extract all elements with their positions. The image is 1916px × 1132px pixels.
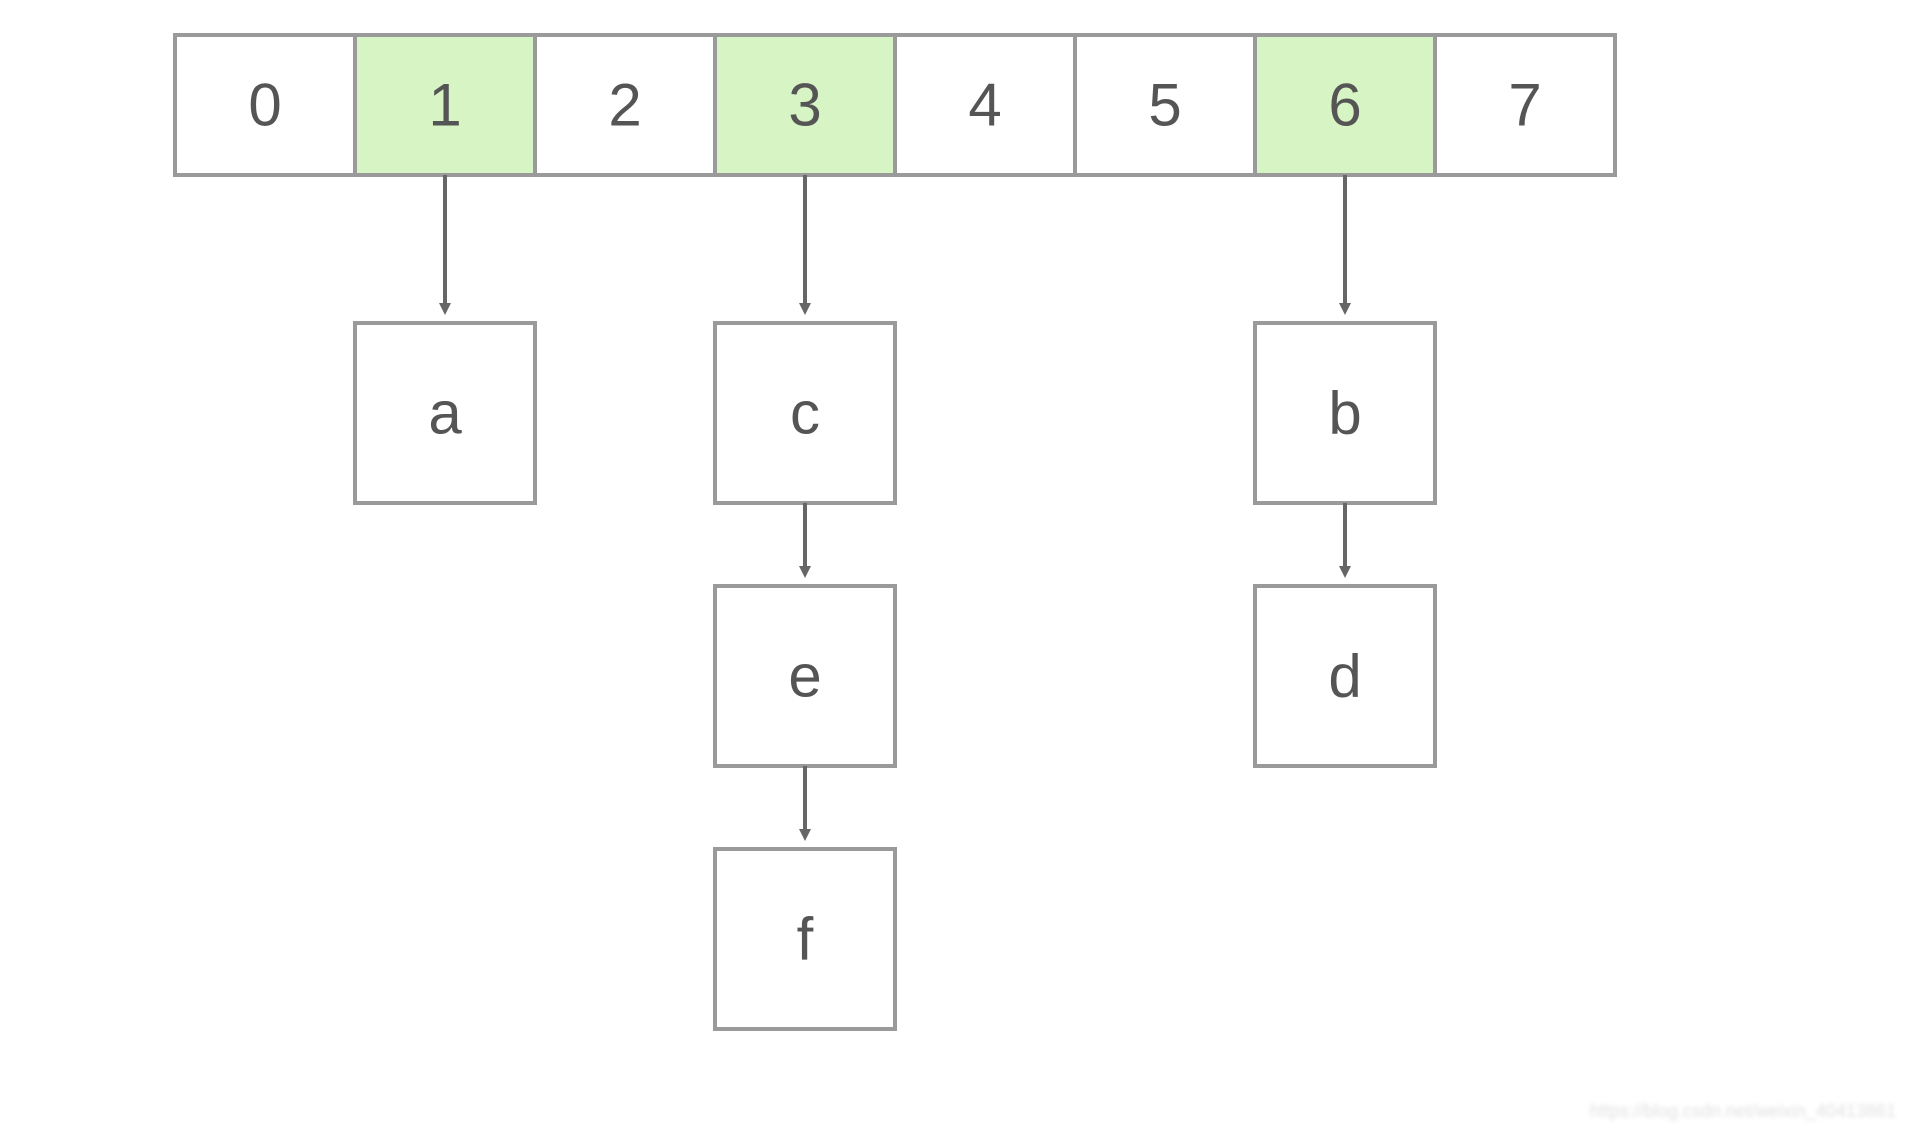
chain-node-label: f <box>797 906 814 973</box>
bucket-index-label: 7 <box>1508 72 1541 139</box>
chain-node-label: a <box>428 380 462 447</box>
watermark-text: https://blog.csdn.net/weixin_40413861 <box>1590 1101 1896 1122</box>
bucket-index-label: 3 <box>788 72 821 139</box>
bucket-index-label: 5 <box>1148 72 1181 139</box>
bucket-index-label: 2 <box>608 72 641 139</box>
chain-node-label: c <box>790 380 820 447</box>
chain-node-label: b <box>1328 380 1361 447</box>
hash-table-diagram: 0 1 2 3 4 5 6 7 a c e f b d <box>0 0 1916 1132</box>
bucket-index-label: 6 <box>1328 72 1361 139</box>
chain-node-label: d <box>1328 643 1361 710</box>
bucket-index-label: 0 <box>248 72 281 139</box>
chain-node-label: e <box>788 643 821 710</box>
bucket-index-label: 4 <box>968 72 1001 139</box>
bucket-index-label: 1 <box>428 72 461 139</box>
